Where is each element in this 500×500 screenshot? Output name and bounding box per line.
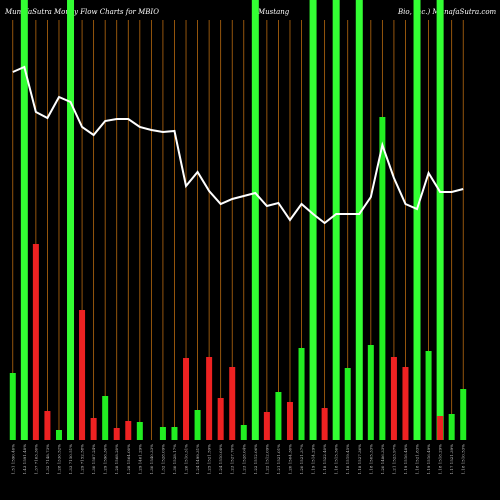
bar — [125, 421, 132, 440]
x-tick-label: 1.17 1521.39% — [449, 444, 454, 475]
bar — [55, 430, 62, 440]
x-tick-label: 1.30 1587.24% — [91, 444, 96, 475]
highlight-bar — [67, 0, 75, 440]
x-tick-label: 1.32 7148.73% — [45, 444, 50, 475]
bar — [194, 410, 201, 440]
bar — [206, 357, 213, 440]
bar — [159, 427, 166, 440]
x-tick-label: 1.18 1521.83% — [415, 444, 420, 475]
x-tick-label: 1.20 1504.30% — [287, 444, 292, 475]
x-tick-label: 1.20 1486.33% — [380, 444, 385, 475]
x-tick-label: 1.29 1596.36% — [103, 444, 108, 475]
bar — [425, 351, 432, 440]
bar — [367, 345, 374, 440]
bar — [298, 348, 305, 440]
x-tick-label: 1.21 1523.97% — [391, 444, 396, 475]
x-tick-label: 1.28 1568.20% — [114, 444, 119, 475]
bar — [240, 425, 247, 440]
x-tick-label: 1.21 1521.01% — [276, 444, 281, 475]
bar — [171, 427, 178, 440]
bar — [390, 357, 397, 440]
bar — [275, 392, 282, 440]
highlight-bar — [413, 0, 421, 440]
x-tick-label: 1.28 1564.00% — [126, 444, 131, 475]
x-tick-label: 1.32 1528.09% — [160, 444, 165, 475]
bar — [102, 396, 109, 440]
x-tick-label: 1.18 1519.45% — [345, 444, 350, 475]
bar — [286, 402, 293, 440]
bar — [113, 428, 120, 440]
x-tick-label: 1.18 1515.56% — [334, 444, 339, 475]
x-tick-label: 1.26 1510.31% — [184, 444, 189, 475]
x-tick-label: 1.43 1591.48% — [22, 444, 27, 475]
x-tick-label: 1.23 1527.70% — [230, 444, 235, 475]
bar — [448, 414, 455, 440]
bar — [263, 412, 270, 440]
highlight-bar — [332, 0, 340, 440]
x-tick-label: 1.51 1590.46% — [10, 444, 15, 475]
x-tick-label: 1.24 1510.08% — [218, 444, 223, 475]
x-tick-label: 1.18 1505.33% — [368, 444, 373, 475]
bar — [44, 411, 51, 440]
x-tick-label: 1.37 7163.30% — [33, 444, 38, 475]
highlight-bar — [309, 0, 317, 440]
x-tick-label: 1.24 1499.31% — [195, 444, 200, 475]
bar — [460, 389, 467, 440]
bar — [437, 416, 444, 440]
x-tick-label: 1.19 1516.49% — [426, 444, 431, 475]
highlight-bar — [436, 0, 444, 440]
x-tick-label: 1.19 1516.48% — [403, 444, 408, 475]
bar — [321, 408, 328, 440]
x-tick-label: 1.22 1512.09% — [264, 444, 269, 475]
highlight-bar — [20, 0, 28, 440]
title-part: Mustang — [257, 8, 290, 16]
x-tick-label: 1.18 1522.40% — [322, 444, 327, 475]
highlight-bar — [355, 0, 363, 440]
bar — [402, 367, 409, 440]
x-tick-label: 1.33 7150.51% — [68, 444, 73, 475]
x-tick-label: 1.19 1514.29% — [311, 444, 316, 475]
x-tick-label: 1.22 1512.06% — [253, 444, 258, 475]
bar — [229, 367, 236, 440]
bar — [79, 310, 86, 440]
bar — [32, 244, 39, 440]
title-part: Bio, Inc.) MunafaSutra.com — [397, 8, 497, 16]
highlight-bar — [251, 0, 259, 440]
x-tick-label: 1.29 7152.58% — [80, 444, 85, 475]
x-tick-label: 1.18 1510.53% — [461, 444, 466, 475]
x-tick-label: 1.23 1528.04% — [241, 444, 246, 475]
bar — [136, 422, 143, 440]
bar — [183, 358, 190, 440]
bar — [344, 368, 351, 440]
bar — [90, 418, 97, 440]
x-tick-label: 1.29 1461.29% — [137, 444, 142, 475]
x-tick-label: 1.25 1521.59% — [207, 444, 212, 475]
x-tick-label: 1.18 1518.29% — [438, 444, 443, 475]
flow-line — [12, 65, 464, 225]
x-tick-label: 1.18 1527.36% — [357, 444, 362, 475]
bar — [217, 398, 224, 440]
x-tick-label: 1.30 1540.33% — [149, 444, 154, 475]
x-tick-label: 1.28 1336.52% — [56, 444, 61, 475]
bar — [9, 373, 16, 440]
bar — [379, 117, 386, 440]
title-part: MunafaSutra Money Flow Charts for MBIO — [4, 8, 159, 16]
x-tick-label: 1.30 1528.17% — [172, 444, 177, 475]
x-tick-label: 1.20 1521.37% — [299, 444, 304, 475]
